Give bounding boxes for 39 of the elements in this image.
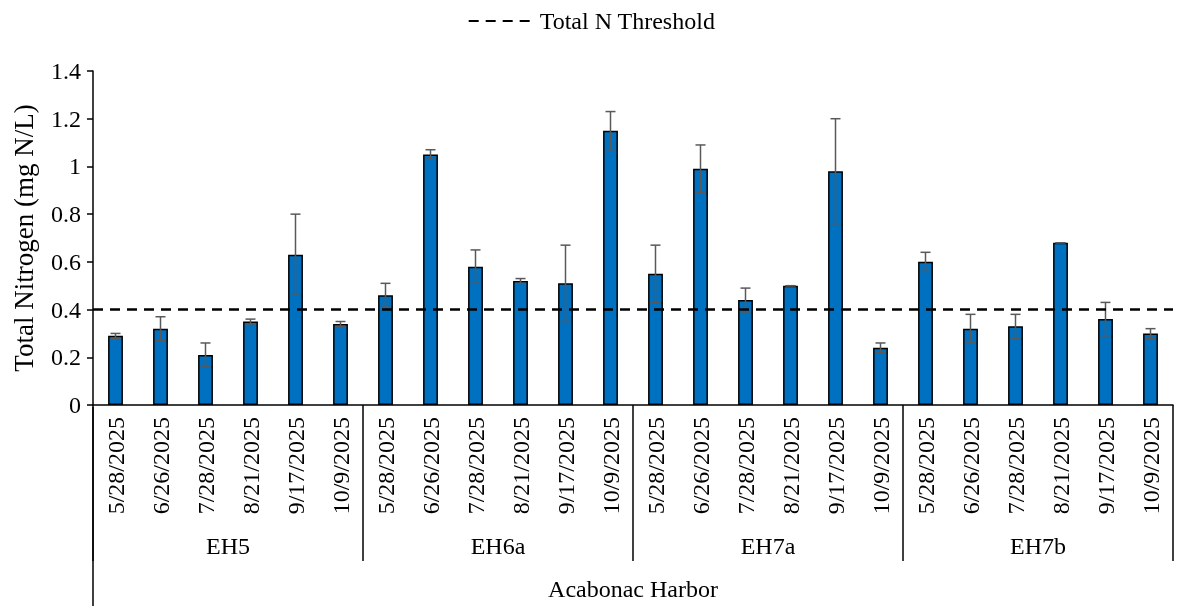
x-tick-label: 6/26/2025: [417, 417, 444, 515]
y-tick-label: 0.6: [51, 248, 81, 275]
text: EH7b: [1010, 533, 1066, 559]
x-tick-label: 5/28/2025: [372, 417, 399, 515]
x-tick-label: 5/28/2025: [912, 417, 939, 515]
x-tick-label: 7/28/2025: [462, 417, 489, 515]
y-tick-label: 1.4: [51, 58, 81, 84]
x-tick-label: 7/28/2025: [732, 417, 759, 515]
x-tick-label: 8/21/2025: [237, 417, 264, 515]
x-tick-label: 8/21/2025: [1047, 417, 1074, 515]
y-tick-label: 0.2: [51, 344, 81, 371]
x-tick-label: 6/26/2025: [957, 417, 984, 515]
x-tick-label: 9/17/2025: [282, 417, 309, 515]
legend-label: Total N Threshold: [539, 8, 715, 34]
x-tick-label: 7/28/2025: [1002, 417, 1029, 515]
x-tick-label: 10/9/2025: [327, 417, 354, 515]
x-tick-label: 6/26/2025: [147, 417, 174, 515]
x-tick-label: 7/28/2025: [192, 417, 219, 515]
x-tick-label: 8/21/2025: [507, 417, 534, 515]
x-tick-label: 5/28/2025: [102, 417, 129, 515]
y-axis-title: Total Nitrogen (mg N/L): [8, 104, 39, 372]
x-tick-label: 9/17/2025: [1092, 417, 1119, 515]
x-tick-label: 10/9/2025: [597, 417, 624, 515]
y-tick-label: 1: [69, 153, 81, 180]
x-tick-label: 6/26/2025: [687, 417, 714, 515]
y-tick-label: 0: [69, 392, 81, 418]
x-axis-title: Acabonac Harbor: [548, 576, 718, 602]
text: EH7a: [740, 533, 796, 559]
y-tick-label: 0.4: [51, 296, 81, 323]
x-tick-label: 9/17/2025: [822, 417, 849, 515]
x-tick-label: 8/21/2025: [777, 417, 804, 515]
x-tick-label: 10/9/2025: [867, 417, 894, 515]
y-tick-label: 1.2: [51, 105, 81, 132]
x-tick-label: 5/28/2025: [642, 417, 669, 515]
x-tick-label: 10/9/2025: [1137, 417, 1164, 515]
text: EH6a: [470, 533, 526, 559]
y-tick-label: 0.8: [51, 201, 81, 228]
x-tick-label: 9/17/2025: [552, 417, 579, 515]
text: EH5: [206, 533, 250, 559]
